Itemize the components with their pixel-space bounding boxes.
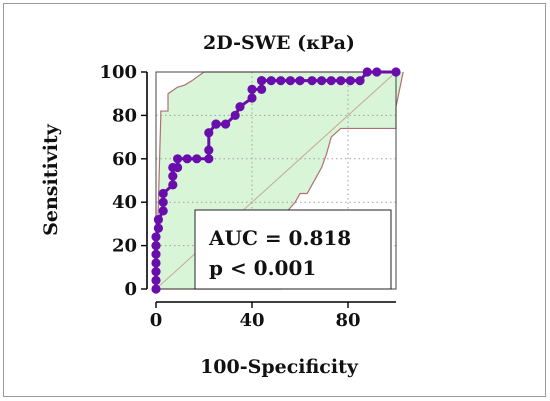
roc-point	[211, 119, 221, 129]
roc-point	[168, 180, 178, 190]
roc-point	[151, 267, 161, 277]
roc-point	[151, 284, 161, 294]
p-value-annotation: p < 0.001	[209, 256, 316, 280]
roc-point	[276, 76, 286, 86]
y-tick-label: 60	[112, 149, 137, 170]
roc-point	[317, 76, 327, 86]
statistics-box: AUC = 0.818 p < 0.001	[194, 209, 392, 290]
roc-point	[158, 188, 168, 199]
y-tick-label: 100	[99, 62, 137, 83]
y-tick-label: 0	[124, 279, 137, 300]
y-tick-label: 80	[112, 105, 137, 126]
roc-point	[345, 76, 355, 86]
roc-point	[257, 84, 267, 94]
roc-point	[204, 145, 214, 155]
roc-point	[285, 76, 295, 86]
roc-point	[153, 214, 163, 225]
x-axis-label: 100-Specificity	[200, 356, 359, 378]
y-tick-label: 40	[112, 192, 137, 213]
roc-point	[355, 76, 365, 86]
roc-point	[230, 110, 240, 120]
chart-title: 2D-SWE (кPa)	[203, 32, 355, 54]
roc-point	[247, 93, 257, 103]
roc-point	[247, 84, 257, 94]
roc-point	[151, 258, 161, 268]
roc-point	[257, 76, 267, 86]
roc-point	[362, 67, 372, 77]
plot-area: 0 40 80 0 20 40 60 80 100	[99, 62, 404, 331]
roc-point	[158, 206, 168, 216]
roc-point	[204, 128, 214, 138]
y-tick-label: 20	[112, 236, 137, 257]
auc-annotation: AUC = 0.818	[208, 226, 351, 250]
roc-point	[204, 154, 214, 164]
roc-point	[173, 162, 183, 173]
roc-point	[391, 67, 401, 77]
x-tick-label: 80	[335, 310, 360, 331]
roc-point	[151, 232, 161, 242]
roc-point	[151, 241, 161, 251]
roc-point	[168, 171, 178, 181]
roc-point	[336, 76, 346, 86]
roc-point	[153, 223, 163, 233]
roc-point	[235, 102, 245, 112]
roc-point	[326, 76, 336, 86]
roc-point	[158, 197, 168, 207]
roc-point	[151, 249, 161, 259]
x-tick-label: 0	[150, 310, 163, 331]
roc-point	[221, 119, 231, 129]
ci-upper-line	[155, 71, 396, 290]
statistics-box-border	[194, 209, 392, 290]
roc-point	[151, 275, 161, 285]
roc-point	[173, 154, 183, 164]
y-axis-label: Sensitivity	[40, 123, 62, 236]
roc-point	[182, 154, 192, 164]
roc-point	[307, 76, 317, 86]
x-tick-label: 40	[239, 310, 264, 331]
roc-point	[372, 67, 382, 77]
roc-point	[295, 76, 305, 86]
roc-point	[192, 154, 202, 164]
roc-point	[266, 76, 276, 86]
